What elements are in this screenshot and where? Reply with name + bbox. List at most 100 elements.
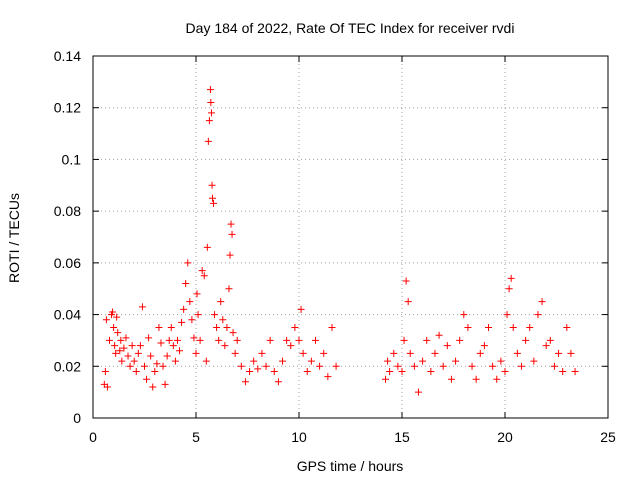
data-point [320,349,328,357]
data-point [167,324,175,331]
data-point [517,362,525,370]
data-point [237,362,245,370]
y-tick-label: 0 [73,410,81,426]
data-point [184,259,192,267]
data-point [196,336,204,344]
data-point [324,373,332,381]
data-point [226,251,234,259]
x-tick-label: 25 [600,429,616,445]
data-point [390,349,398,357]
data-point [111,342,119,350]
data-point [122,334,130,342]
data-point [208,181,216,189]
data-point [161,380,169,388]
data-point [404,298,412,306]
data-point [567,349,575,357]
data-point [165,336,173,344]
data-point [526,324,534,331]
y-tick-label: 0.02 [54,358,81,374]
data-point [303,367,311,375]
data-point [194,311,202,319]
data-point [538,298,546,306]
data-point [283,336,291,344]
data-point [210,199,218,207]
data-point [112,349,120,357]
data-point [128,342,136,350]
y-tick-label: 0.12 [54,100,81,116]
y-tick-label: 0.08 [54,203,81,219]
data-point [116,347,124,355]
x-tick-label: 5 [192,429,200,445]
data-point [228,230,236,238]
data-point [153,360,161,368]
data-point [507,274,515,282]
data-point [231,349,239,357]
data-point [227,220,235,228]
data-point [400,336,408,344]
data-point [501,367,509,375]
data-point [178,318,186,326]
data-point [497,357,505,365]
data-point [297,305,305,313]
data-point [419,357,427,365]
data-point [204,137,212,145]
data-point [489,362,497,370]
data-point [208,194,216,202]
data-point [186,298,194,306]
y-tick-label: 0.04 [54,307,81,323]
x-tick-label: 15 [394,429,410,445]
data-point [110,324,118,331]
data-point [102,316,110,324]
data-point [262,362,270,370]
data-point [258,349,266,357]
data-point [246,367,254,375]
data-point [509,324,517,331]
data-point [443,342,451,350]
data-point [328,324,336,331]
data-point [130,357,138,365]
data-point [559,367,567,375]
data-point [468,362,476,370]
x-axis-label: GPS time / hours [297,458,404,474]
data-point [279,357,287,365]
data-point [126,362,134,370]
data-point [145,334,153,342]
data-point [157,339,165,347]
data-point [149,383,157,391]
data-point [101,367,109,375]
data-point [151,367,159,375]
data-point [147,352,155,360]
data-point [205,117,213,125]
data-point [505,285,513,293]
data-point [522,336,530,344]
data-point [332,362,340,370]
data-point [427,367,435,375]
data-point [384,357,392,365]
data-point [299,349,307,357]
x-tick-label: 0 [89,429,97,445]
data-point [423,336,431,344]
data-point [476,349,484,357]
data-point [229,329,237,337]
data-point [176,347,184,355]
data-point [202,357,210,365]
data-point [206,86,214,94]
x-tick-label: 20 [497,429,513,445]
data-point [542,342,550,350]
data-point [291,324,299,331]
data-point [530,357,538,365]
data-point [124,352,132,360]
data-point [203,243,211,251]
data-point [198,267,206,275]
data-point [274,378,282,386]
data-point [464,324,472,331]
data-point [188,316,196,324]
data-point [311,336,319,344]
data-point [447,375,455,383]
data-point [270,367,278,375]
data-point [550,362,558,370]
data-point [159,362,167,370]
data-point [386,367,394,375]
